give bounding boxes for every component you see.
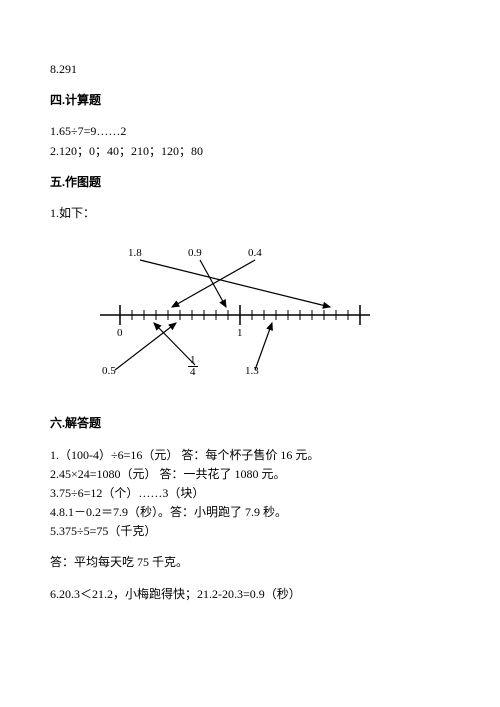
s5-line1: 1.如下： <box>50 204 450 223</box>
s4-line2: 2.120；0；40；210；120；80 <box>50 142 450 161</box>
label-0-5: 0.5 <box>102 363 116 381</box>
s6-line7: 6.20.3＜21.2，小梅跑得快；21.2-20.3=0.9（秒） <box>50 585 450 604</box>
s6-line1: 1.（100-4）÷6=16（元） 答：每个杯子售价 16 元。 <box>50 446 450 465</box>
section-5-heading: 五.作图题 <box>50 173 450 192</box>
s6-line3: 3.75÷6=12（个）……3（块） <box>50 484 450 503</box>
s4-line1: 1.65÷7=9……2 <box>50 122 450 141</box>
line-8291: 8.291 <box>50 60 450 79</box>
label-1-8: 1.8 <box>128 245 142 263</box>
number-line-diagram: 1.8 0.9 0.4 0 1 0.5 1.3 1 4 <box>80 235 400 385</box>
label-zero: 0 <box>117 325 123 343</box>
label-0-9: 0.9 <box>188 245 202 263</box>
s6-line4: 4.8.1－0.2＝7.9（秒）。答：小明跑了 7.9 秒。 <box>50 503 450 522</box>
section-4-heading: 四.计算题 <box>50 91 450 110</box>
label-1-3: 1.3 <box>245 363 259 381</box>
s6-line5: 5.375÷5=75（千克） <box>50 522 450 541</box>
s6-line2: 2.45×24=1080（元） 答：一共花了 1080 元。 <box>50 465 450 484</box>
label-one-quarter: 1 4 <box>188 355 198 378</box>
section-6-heading: 六.解答题 <box>50 414 450 433</box>
s6-line6: 答：平均每天吃 75 千克。 <box>50 553 450 572</box>
label-one: 1 <box>237 325 243 343</box>
label-0-4: 0.4 <box>248 245 262 263</box>
